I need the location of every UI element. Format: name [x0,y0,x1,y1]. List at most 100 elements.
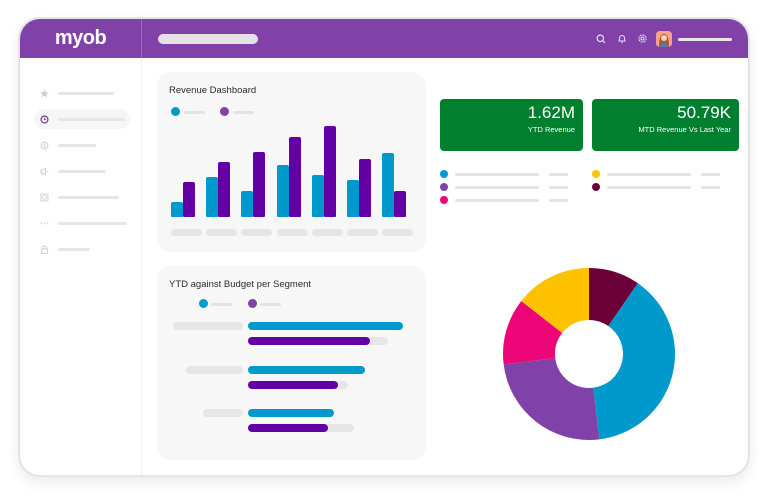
user-name[interactable] [678,38,732,41]
sidebar-item-label [58,143,96,147]
bar-series-2[interactable] [253,152,266,217]
sidebar-item-label [58,117,125,121]
bar-series-1[interactable] [276,165,289,217]
bar-series-2[interactable] [288,137,301,217]
x-axis-label [382,229,414,236]
bell-icon[interactable] [616,33,627,44]
legend-label [455,186,539,189]
sidebar-item-security[interactable] [34,239,130,259]
bar-series-2[interactable] [218,162,231,217]
budget-bar[interactable] [248,337,370,345]
dollar-icon: $ [39,140,49,150]
legend-label-series-2 [233,111,254,114]
legend-dot-ytd [199,299,208,308]
top-bar: myob [20,19,748,58]
legend-dot-budget [248,299,257,308]
star-icon [39,88,49,98]
legend-value [549,173,568,176]
search-input[interactable] [158,34,258,44]
ytd-bar[interactable] [248,322,403,330]
legend-label-series-1 [184,111,205,114]
sidebar-item-label [58,91,114,95]
legend-dot-series-1 [171,107,180,116]
segment-label [203,409,243,417]
kpi-ytd-revenue[interactable]: 1.62M YTD Revenue [440,99,583,151]
kpi-value: 1.62M [527,103,575,122]
kpi-label: YTD Revenue [527,125,575,134]
x-axis-label [171,229,202,236]
segment-donut-chart [503,268,675,440]
x-axis-label [241,229,273,236]
sidebar-item-more[interactable] [34,213,130,233]
legend-label [455,173,539,176]
bar-series-1[interactable] [382,153,395,217]
card-title: YTD against Budget per Segment [169,279,312,290]
svg-text:$: $ [43,143,46,149]
gear-icon[interactable] [637,33,648,44]
legend-label [455,199,539,202]
ytd-bar[interactable] [248,366,365,374]
legend-label [607,186,691,189]
kpi-value: 50.79K [677,103,731,122]
legend-label [607,173,691,176]
kpi-mtd-revenue[interactable]: 50.79K MTD Revenue Vs Last Year [592,99,739,151]
revenue-dashboard-card: Revenue Dashboard [157,72,426,252]
segment-label [173,322,243,330]
donut-slice-pink[interactable] [503,300,563,365]
donut-slice-maroon[interactable] [589,268,638,327]
avatar[interactable] [656,31,672,47]
sidebar-item-marketing[interactable] [34,161,130,181]
donut-slice-yellow[interactable] [521,268,589,334]
budget-bar[interactable] [248,381,338,389]
bar-series-1[interactable] [347,180,359,217]
sidebar-item-favourites[interactable] [34,83,130,103]
alarm-icon [39,192,49,202]
bar-series-1[interactable] [171,202,183,217]
sidebar-item-finance[interactable]: $ [34,135,130,155]
x-axis-label [311,229,343,236]
legend-value [701,186,720,189]
bar-series-2[interactable] [183,182,195,217]
donut-slice-purple[interactable] [503,358,600,440]
bar-series-2[interactable] [394,191,407,217]
legend-dot-maroon [592,183,600,191]
bar-series-2[interactable] [359,159,371,217]
budget-bar[interactable] [248,424,328,432]
x-axis-label [347,229,378,236]
legend-value [549,186,568,189]
sidebar-item-label [58,221,127,225]
bar-series-2[interactable] [323,126,336,217]
legend-value [701,173,720,176]
sidebar-item-recent[interactable] [34,109,130,129]
kpi-label: MTD Revenue Vs Last Year [638,125,731,134]
donut-slice-blue[interactable] [593,283,675,440]
legend-label-ytd [211,303,232,306]
legend-dot-blue [440,170,448,178]
app-window: myob $ [18,17,750,477]
bar-series-1[interactable] [241,191,254,217]
sidebar-item-label [58,247,90,251]
ytd-bar[interactable] [248,409,334,417]
clock-icon [39,114,49,124]
search-icon[interactable] [595,33,606,44]
megaphone-icon [39,166,49,176]
bar-series-1[interactable] [206,177,219,217]
legend-dot-yellow [592,170,600,178]
legend-dot-pink [440,196,448,204]
legend-value [549,199,568,202]
x-axis-label [276,229,308,236]
budget-segment-card: YTD against Budget per Segment [157,266,426,460]
logo-area: myob [20,19,142,58]
sidebar: $ [20,58,142,475]
sidebar-item-label [58,169,106,173]
legend-dot-series-2 [220,107,229,116]
legend-dot-purple [440,183,448,191]
sidebar-item-label [58,195,119,199]
sidebar-item-reminders[interactable] [34,187,130,207]
bar-series-1[interactable] [311,175,324,217]
legend-label-budget [260,303,281,306]
logo[interactable]: myob [54,27,107,49]
segment-label [186,366,243,374]
card-title: Revenue Dashboard [169,85,257,96]
header-icons [595,19,648,58]
